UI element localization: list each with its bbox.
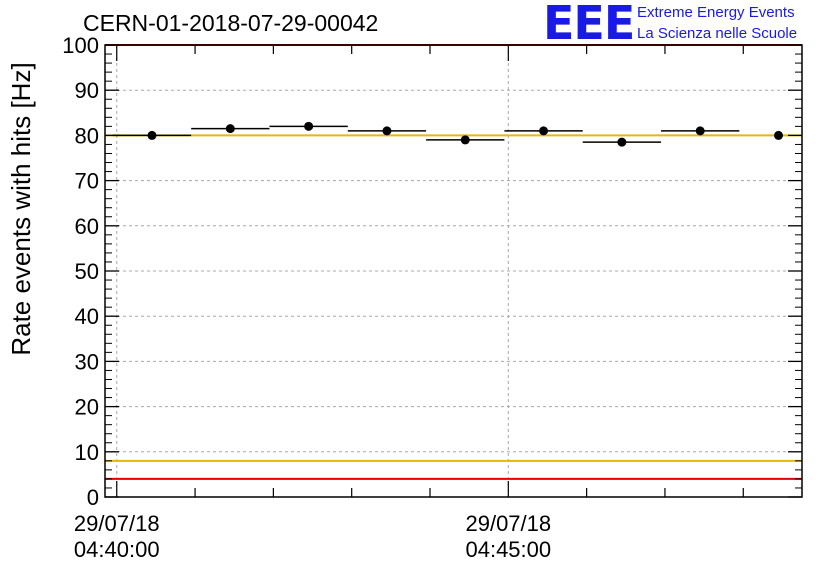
point-marker — [225, 124, 235, 134]
x-tick-time-label: 04:40:00 — [74, 537, 160, 562]
data-point — [661, 126, 740, 136]
y-tick-label: 50 — [75, 259, 99, 284]
reference-lines — [105, 44, 802, 480]
y-tick-label: 40 — [75, 304, 99, 329]
y-tick-label: 0 — [87, 485, 99, 510]
y-tick-label: 30 — [75, 349, 99, 374]
x-tick-date-label: 29/07/18 — [465, 511, 551, 536]
point-marker — [460, 135, 470, 145]
point-marker — [539, 126, 549, 136]
data-point — [191, 124, 270, 134]
data-point — [774, 130, 784, 140]
x-tick-time-label: 04:45:00 — [465, 537, 551, 562]
point-marker — [304, 121, 314, 131]
logo-tagline-1: Extreme Energy Events — [637, 4, 795, 21]
eee-logo-mark: EEE — [543, 0, 635, 50]
data-point — [582, 137, 662, 147]
chart-title: CERN-01-2018-07-29-00042 — [83, 10, 379, 36]
point-marker — [617, 137, 627, 147]
y-tick-label: 70 — [75, 169, 99, 194]
y-tick-label: 10 — [75, 440, 99, 465]
point-marker — [774, 130, 784, 140]
data-point — [269, 121, 348, 131]
data-point — [426, 135, 505, 145]
y-axis-title: Rate events with hits [Hz] — [6, 62, 36, 355]
data-point — [504, 126, 583, 136]
y-tick-label: 100 — [62, 33, 99, 58]
y-tick-label: 20 — [75, 395, 99, 420]
y-tick-label: 80 — [75, 123, 99, 148]
grid-layer — [105, 45, 802, 497]
data-points — [112, 121, 784, 147]
data-point — [347, 126, 427, 136]
data-point — [112, 130, 192, 140]
point-marker — [695, 126, 705, 136]
x-tick-date-label: 29/07/18 — [74, 511, 160, 536]
point-marker — [382, 126, 392, 136]
point-marker — [147, 130, 157, 140]
axis-labels: 010203040506070809010029/07/1804:40:0029… — [62, 33, 551, 562]
y-tick-label: 90 — [75, 78, 99, 103]
axis-ticks — [105, 44, 802, 498]
y-tick-label: 60 — [75, 214, 99, 239]
logo-tagline-2: La Scienza nelle Scuole — [637, 25, 798, 42]
